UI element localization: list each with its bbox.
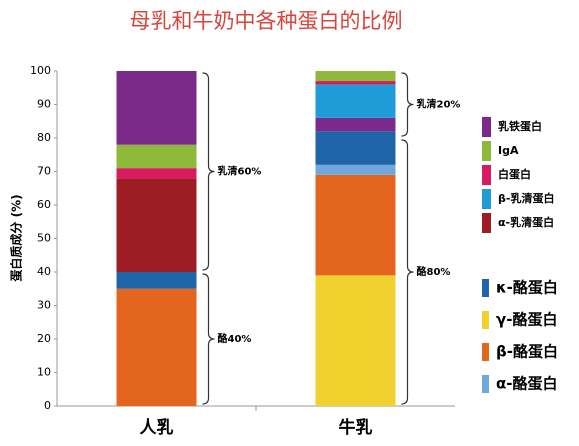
bar-segment: [116, 272, 197, 289]
legend-swatch: [482, 213, 491, 233]
y-tick-label: 10: [37, 366, 51, 379]
y-tick-label: 100: [30, 64, 51, 77]
y-tick-label: 0: [44, 399, 51, 412]
legend-label: β-酪蛋白: [496, 343, 558, 361]
legend-swatch: [482, 165, 491, 185]
brace-label: 乳清20%: [417, 98, 461, 111]
legend-label: 白蛋白: [498, 167, 531, 181]
legend-swatch: [482, 343, 489, 361]
y-tick-label: 50: [37, 232, 51, 245]
y-tick-label: 80: [37, 131, 51, 144]
legend-label: γ-酪蛋白: [496, 311, 557, 329]
legend-swatch: [482, 141, 491, 161]
legend-swatch: [482, 311, 489, 329]
y-tick-label: 30: [37, 299, 51, 312]
brace: [401, 72, 414, 137]
legend-label: α-乳清蛋白: [498, 215, 554, 229]
chart-title: 母乳和牛奶中各种蛋白的比例: [130, 9, 403, 33]
brace-label: 酪80%: [417, 265, 451, 278]
legend-swatch: [482, 279, 489, 297]
x-tick-label: 人乳: [140, 417, 174, 438]
bar-segment: [315, 84, 396, 118]
legend-swatch: [482, 117, 491, 137]
bar-segment: [315, 174, 396, 276]
bar-segment: [315, 71, 396, 82]
bar-segment: [315, 164, 396, 175]
x-tick-label: 牛乳: [339, 417, 373, 438]
brace: [401, 139, 414, 405]
legend-swatch: [482, 189, 491, 209]
bar-segment: [116, 168, 197, 179]
bar-segment: [116, 144, 197, 169]
legend-label: κ-酪蛋白: [496, 279, 558, 297]
y-tick-label: 60: [37, 198, 51, 211]
bar-segment: [116, 288, 197, 406]
legend-label: 乳铁蛋白: [498, 119, 542, 133]
bar-segment: [116, 71, 197, 145]
legend-swatch: [482, 375, 489, 393]
brace-label: 乳清60%: [218, 165, 262, 178]
brace-label: 酪40%: [218, 332, 252, 345]
bar-segment: [315, 275, 396, 406]
y-tick-label: 40: [37, 265, 51, 278]
legend-label: IgA: [498, 144, 519, 157]
y-axis-label: 蛋白质成分 (%): [9, 194, 24, 281]
bar-segment: [315, 81, 396, 85]
legend-label: α-酪蛋白: [496, 375, 558, 393]
y-tick-label: 70: [37, 165, 51, 178]
legend-label: β-乳清蛋白: [498, 191, 554, 205]
y-tick-label: 90: [37, 98, 51, 111]
brace: [202, 72, 215, 271]
bar-segment: [116, 178, 197, 272]
bar-segment: [315, 117, 396, 132]
bar-segment: [315, 131, 396, 165]
brace: [202, 273, 215, 405]
y-tick-label: 20: [37, 332, 51, 345]
